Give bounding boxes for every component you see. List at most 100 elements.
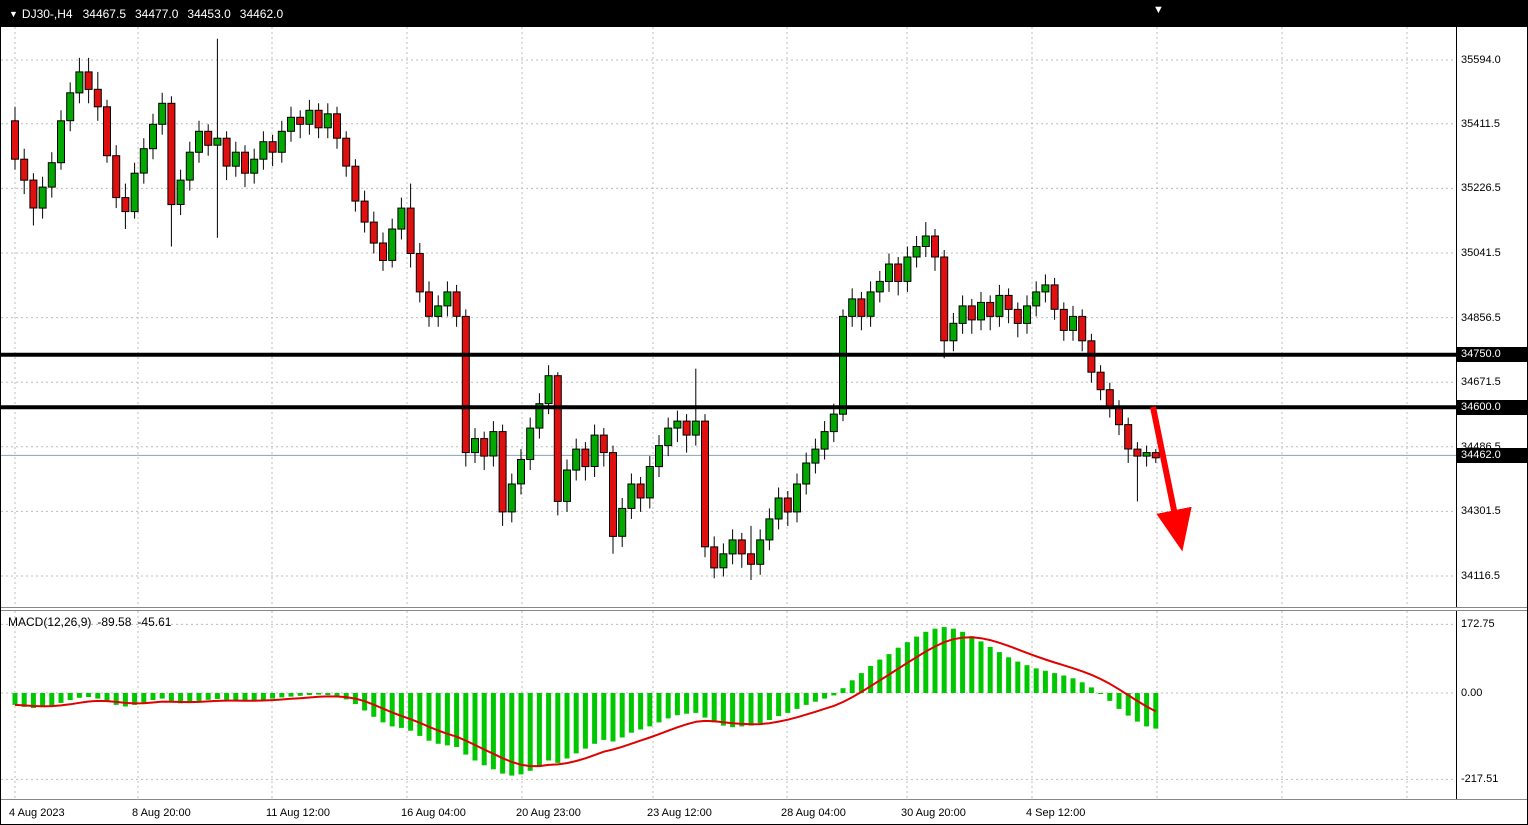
candle-body	[728, 539, 737, 555]
macd-histogram-bar	[702, 693, 708, 718]
macd-histogram-bar	[224, 693, 230, 700]
price-chart-pane[interactable]	[1, 27, 1456, 607]
candle-body	[112, 155, 121, 199]
candle-body	[1069, 315, 1077, 331]
price-tick-label: 34116.5	[1461, 570, 1500, 583]
macd-histogram-bar	[739, 693, 745, 727]
candle-body	[839, 315, 847, 415]
macd-histogram-bar	[472, 693, 478, 761]
macd-histogram-bar	[1042, 670, 1048, 693]
macd-histogram-bar	[417, 693, 423, 736]
candle-body	[655, 445, 663, 468]
macd-histogram-bar	[113, 693, 119, 705]
macd-indicator-pane[interactable]: MACD(12,26,9) -89.58 -45.61	[1, 611, 1456, 799]
macd-histogram-bar	[1015, 661, 1021, 693]
macd-histogram-bar	[582, 693, 588, 749]
candle-body	[498, 431, 507, 513]
macd-canvas[interactable]	[1, 611, 1456, 799]
macd-histogram-bar	[914, 636, 920, 693]
macd-histogram-bar	[904, 642, 910, 693]
macd-histogram-bar	[987, 646, 993, 693]
macd-histogram-bar	[444, 693, 450, 746]
candle-body	[507, 483, 516, 513]
candle-body	[305, 109, 314, 125]
candle-body	[176, 179, 185, 206]
candle-body	[544, 375, 553, 405]
macd-histogram-bar	[628, 693, 634, 733]
macd-histogram-bar	[86, 693, 92, 697]
candle-body	[480, 438, 489, 457]
macd-histogram-bar	[638, 693, 644, 730]
time-tick-label: 23 Aug 12:00	[647, 807, 712, 819]
candle-body	[397, 207, 406, 230]
candle-body	[75, 71, 84, 94]
candle-body	[204, 130, 213, 146]
macd-histogram-bar	[30, 693, 36, 709]
macd-histogram-bar	[674, 693, 680, 716]
macd-histogram-bar	[656, 693, 662, 723]
macd-histogram-bar	[481, 693, 487, 766]
sell-direction-arrow[interactable]	[1150, 406, 1192, 552]
candle-body	[185, 151, 194, 181]
candle-body	[986, 301, 995, 317]
price-axis[interactable]: 35594.0 35411.5 35226.5 35041.5 34856.5 34671…	[1456, 27, 1527, 607]
macd-histogram-bar	[463, 693, 469, 755]
macd-histogram-bar	[1088, 687, 1094, 693]
macd-histogram-bar	[923, 631, 929, 693]
macd-histogram-bar	[251, 693, 257, 701]
macd-tick-label: 172.75	[1461, 618, 1495, 631]
time-tick-label: 16 Aug 04:00	[401, 807, 466, 819]
macd-axis[interactable]: 172.75 0.00 -217.51	[1456, 611, 1527, 799]
candle-body	[57, 120, 65, 164]
macd-histogram-bar	[720, 693, 726, 726]
candle-body	[250, 158, 259, 174]
macd-histogram-bar	[306, 693, 312, 695]
candle-body	[774, 497, 783, 520]
macd-histogram-bar	[978, 641, 984, 693]
candle-body	[940, 256, 949, 342]
macd-histogram-bar	[1006, 657, 1012, 693]
candle-body	[553, 375, 562, 502]
candle-body	[360, 200, 369, 223]
candle-body	[857, 298, 866, 317]
macd-histogram-bar	[592, 693, 598, 744]
macd-histogram-bar	[877, 659, 883, 693]
autoscroll-marker-icon[interactable]: ▼	[1153, 4, 1164, 16]
macd-histogram-bar	[960, 631, 966, 693]
macd-histogram-bar	[270, 693, 276, 699]
candle-body	[866, 291, 875, 317]
candle-body	[139, 148, 148, 174]
candle-body	[572, 448, 581, 471]
candle-body	[691, 420, 700, 436]
candle-body	[489, 431, 498, 457]
candle-body	[1013, 308, 1022, 324]
quote-close: 34462.0	[239, 7, 284, 21]
macd-histogram-bar	[757, 693, 763, 724]
macd-histogram-bar	[564, 693, 570, 759]
current-price-badge: 34462.0	[1457, 447, 1527, 463]
candle-body	[526, 427, 535, 461]
macd-histogram-bar	[996, 652, 1002, 693]
candlestick-canvas[interactable]	[1, 27, 1456, 607]
time-tick-label: 4 Aug 2023	[9, 807, 65, 819]
quote-low: 34453.0	[187, 7, 231, 21]
candle-body	[701, 420, 709, 548]
macd-histogram-bar	[408, 693, 414, 731]
macd-histogram-bar	[803, 693, 809, 705]
candle-body	[287, 116, 295, 132]
candle-body	[471, 438, 479, 454]
symbol-dropdown-icon[interactable]: ▼	[9, 9, 18, 19]
candle-body	[167, 102, 176, 206]
candle-body	[434, 305, 443, 317]
candle-body	[673, 420, 682, 429]
macd-histogram-bar	[812, 693, 818, 702]
time-axis[interactable]: 4 Aug 2023 8 Aug 20:00 11 Aug 12:00 16 Aug …	[1, 801, 1527, 824]
candle-body	[1078, 315, 1087, 342]
macd-histogram-bar	[389, 693, 395, 727]
macd-histogram-bar	[858, 673, 864, 693]
macd-histogram-bar	[49, 693, 55, 706]
pane-separator[interactable]	[1, 607, 1527, 611]
macd-histogram-bar	[1079, 682, 1085, 693]
price-tick-label: 34856.5	[1461, 311, 1501, 324]
